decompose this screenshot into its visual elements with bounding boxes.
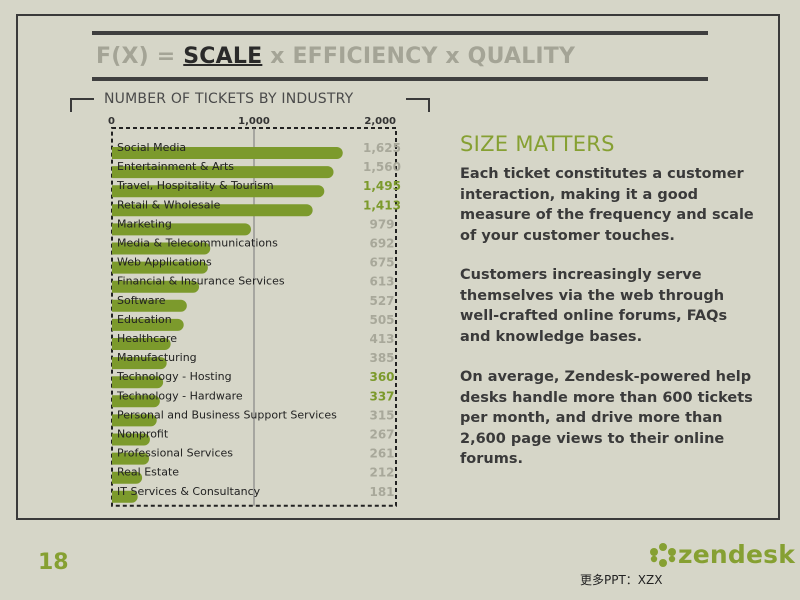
category-label: IT Services & Consultancy [117, 485, 261, 498]
value-label: 360 [369, 370, 394, 384]
value-label: 675 [369, 256, 394, 270]
value-label: 613 [369, 275, 394, 289]
bar [111, 318, 184, 331]
category-label: Social Media [117, 141, 186, 154]
value-label: 527 [369, 294, 394, 308]
category-label: Entertainment & Arts [117, 160, 234, 173]
category-label: Manufacturing [117, 351, 197, 364]
value-label: 1,625 [363, 141, 401, 155]
value-label: 315 [369, 408, 394, 422]
header-rule-bottom [92, 77, 708, 81]
bar [112, 223, 252, 236]
value-label: 1,413 [363, 198, 401, 212]
heading-bracket-left [70, 98, 94, 112]
value-label: 337 [369, 389, 394, 403]
value-label: 261 [369, 447, 394, 461]
bar [112, 376, 164, 389]
value-label: 1,560 [363, 160, 401, 174]
category-label: Professional Services [117, 447, 233, 460]
category-label: Marketing [117, 217, 172, 230]
category-label: Education [117, 313, 172, 326]
bar [112, 204, 313, 217]
category-label: Technology - Hosting [116, 370, 232, 383]
brand-name: zendesk [678, 540, 796, 569]
x-tick-label: 0 [108, 116, 115, 127]
bar [112, 452, 150, 465]
category-label: Real Estate [117, 466, 179, 479]
x-tick-label: 2,000 [364, 116, 396, 127]
side-paragraph-1: Each ticket constitutes a customer inter… [460, 166, 754, 244]
value-label: 979 [369, 217, 394, 231]
value-label: 385 [369, 351, 394, 365]
bar [111, 185, 325, 198]
bar [112, 261, 208, 274]
side-paragraph-3: On average, Zendesk-powered help desks h… [460, 369, 753, 467]
category-label: Personal and Business Support Services [117, 408, 337, 421]
category-label: Financial & Insurance Services [117, 275, 285, 288]
category-label: Technology - Hardware [116, 389, 243, 402]
category-label: Nonprofit [117, 428, 169, 441]
value-label: 692 [369, 237, 394, 251]
formula-prefix: F(X) = [96, 44, 184, 69]
side-paragraph-2: Customers increasingly serve themselves … [460, 267, 728, 345]
value-label: 1,495 [363, 179, 401, 193]
value-label: 505 [369, 313, 394, 327]
page-number: 18 [38, 550, 69, 575]
bar [112, 299, 187, 312]
bar [111, 280, 200, 293]
bar [112, 471, 143, 484]
bar [112, 414, 157, 427]
category-label: Media & Telecommunications [117, 237, 278, 250]
value-label: 267 [369, 428, 394, 442]
value-label: 181 [369, 485, 394, 499]
category-label: Retail & Wholesale [117, 198, 221, 211]
category-label: Travel, Hospitality & Tourism [116, 179, 274, 192]
brand-logo: zendesk [648, 540, 795, 569]
header-rule-top [92, 31, 708, 35]
credit-text: 更多PPT：XZX [580, 573, 663, 587]
formula-rest: x EFFICIENCY x QUALITY [262, 44, 576, 69]
bar [112, 433, 150, 446]
side-title: SIZE MATTERS [460, 132, 615, 156]
category-label: Web Applications [117, 256, 212, 269]
bar [112, 166, 334, 179]
bar [112, 242, 211, 255]
value-label: 413 [369, 332, 394, 346]
zendesk-logo-icon [650, 542, 676, 567]
x-tick-label: 1,000 [238, 116, 270, 127]
bar [112, 357, 167, 370]
bar [112, 490, 138, 503]
formula-scale: SCALE [183, 44, 263, 69]
value-label: 212 [369, 466, 394, 480]
heading-bracket-right [406, 98, 430, 112]
formula-title: F(X) = SCALE x EFFICIENCY x QUALITY [96, 44, 575, 74]
category-label: Healthcare [117, 332, 177, 345]
slide-frame [16, 14, 780, 520]
chart-heading: NUMBER OF TICKETS BY INDUSTRY [104, 91, 354, 107]
bar [112, 338, 171, 350]
bar [112, 147, 343, 159]
category-label: Software [117, 294, 166, 307]
bar [112, 395, 160, 408]
